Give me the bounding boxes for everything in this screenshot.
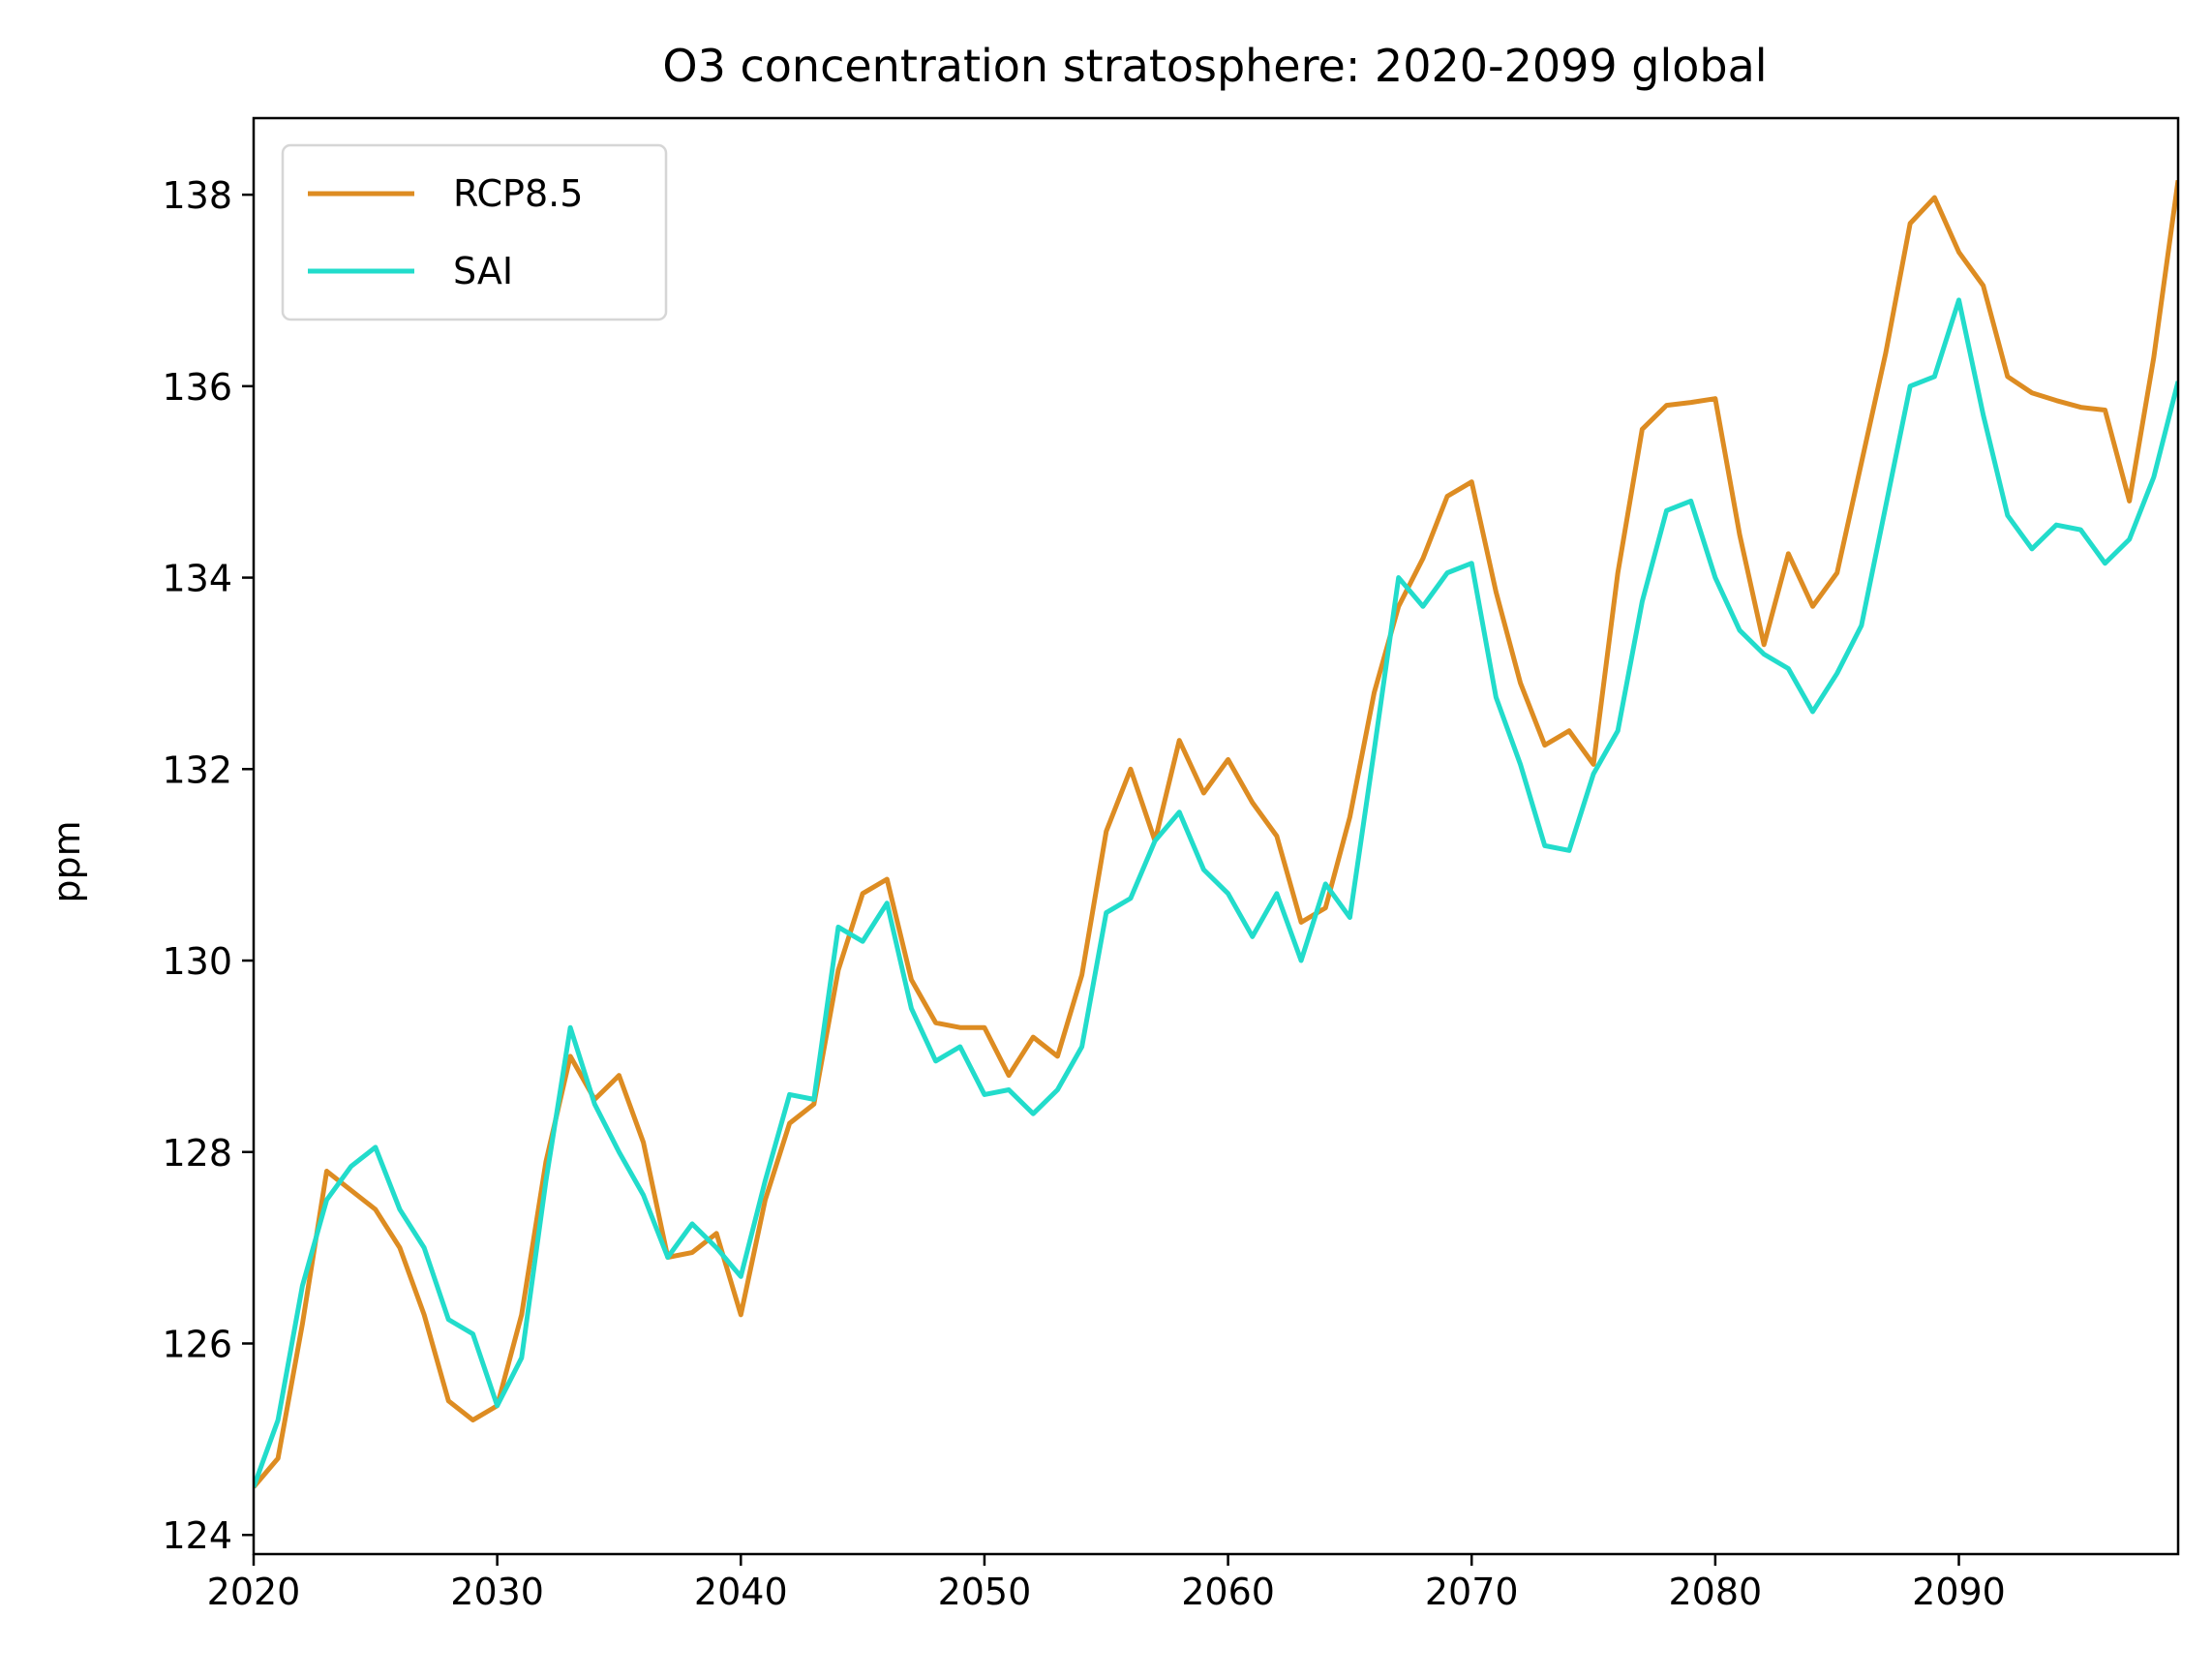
y-tick-label: 130 <box>162 940 232 983</box>
x-tick-label: 2090 <box>1912 1571 2006 1613</box>
x-tick-label: 2060 <box>1181 1571 1275 1613</box>
legend-label-sai: SAI <box>453 250 513 292</box>
y-tick-label: 126 <box>162 1323 232 1365</box>
y-tick-label: 128 <box>162 1132 232 1175</box>
x-tick-label: 2050 <box>938 1571 1032 1613</box>
x-tick-label: 2030 <box>450 1571 544 1613</box>
x-tick-label: 2080 <box>1669 1571 1763 1613</box>
series-line-sai <box>254 297 2178 1488</box>
legend: RCP8.5 SAI <box>281 143 668 321</box>
y-tick-label: 134 <box>162 558 232 600</box>
series-layer <box>254 179 2178 1489</box>
y-tick-label: 136 <box>162 366 232 409</box>
x-tick-label: 2040 <box>694 1571 788 1613</box>
x-tick-label: 2070 <box>1425 1571 1519 1613</box>
y-tick-label: 138 <box>162 174 232 217</box>
x-tick-label: 2020 <box>207 1571 301 1613</box>
y-tick-label: 132 <box>162 748 232 791</box>
legend-frame <box>281 143 668 321</box>
plot-frame <box>252 116 2180 1556</box>
y-tick-label: 124 <box>162 1514 232 1557</box>
axes-layer: 2020 2030 2040 2050 2060 2070 2080 2090 124 126 12… <box>162 116 2180 1613</box>
y-axis-label: ppm <box>45 820 88 902</box>
legend-label-rcp85: RCP8.5 <box>453 172 583 215</box>
series-line-rcp85 <box>254 179 2178 1489</box>
chart-title: O3 concentration stratosphere: 2020-2099… <box>662 40 1767 92</box>
